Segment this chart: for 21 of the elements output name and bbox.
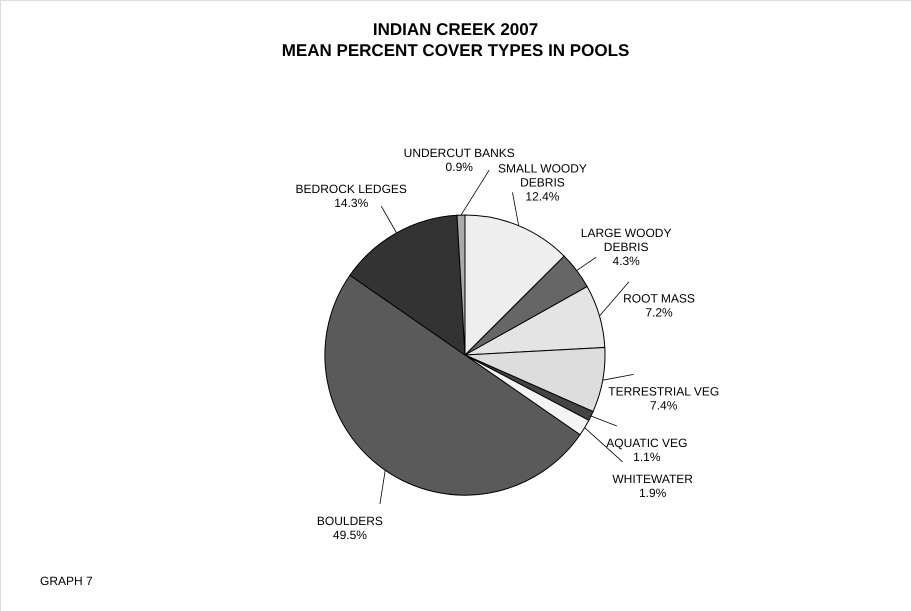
slice-label: LARGE WOODY DEBRIS [580, 226, 672, 254]
data-label: 1.1% [633, 450, 661, 464]
data-label: 14.3% [334, 196, 369, 210]
data-label: 1.9% [638, 486, 667, 500]
chart-subtitle: MEAN PERCENT COVER TYPES IN POOLS [282, 41, 630, 60]
slice-label: TERRESTRIAL VEG [608, 384, 720, 398]
slice-label: BEDROCK LEDGES [296, 182, 407, 196]
slice-label: ROOT MASS [623, 292, 695, 306]
data-label: 7.2% [645, 306, 673, 320]
data-label: 7.4% [650, 398, 678, 412]
chart-title: INDIAN CREEK 2007 [372, 20, 538, 39]
data-label: 49.5% [332, 528, 368, 542]
slice-label: WHITEWATER [612, 472, 694, 486]
slice-label: BOULDERS [316, 514, 383, 528]
slice-label: UNDERCUT BANKS [404, 146, 515, 160]
slice-label: AQUATIC VEG [606, 436, 688, 450]
data-label: 12.4% [525, 189, 560, 204]
slice-label: SMALL WOODY DEBRIS [498, 161, 587, 190]
data-label: 4.3% [612, 254, 640, 268]
data-label: 0.9% [446, 160, 474, 174]
caption: GRAPH 7 [40, 574, 94, 588]
